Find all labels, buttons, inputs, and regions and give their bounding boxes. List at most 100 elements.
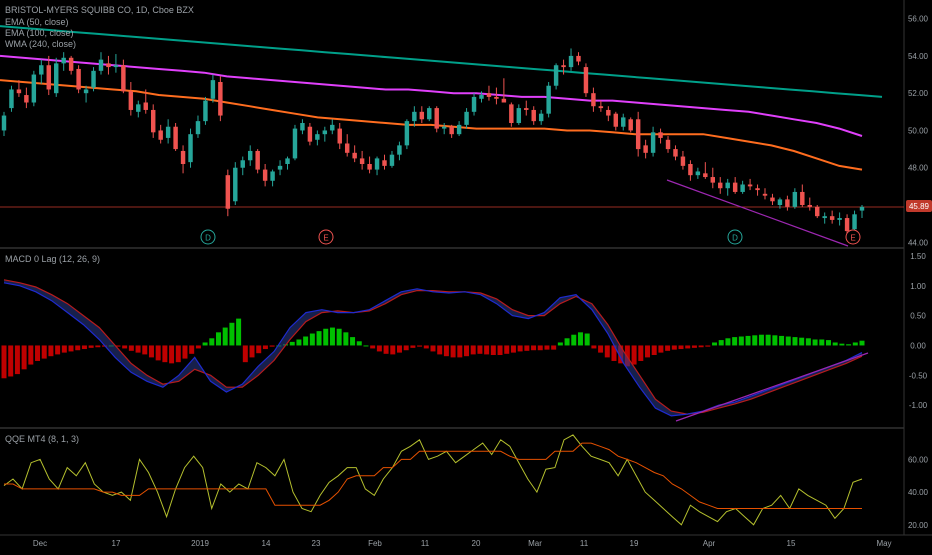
candle-body[interactable] [747, 184, 753, 187]
macd-histogram-bar[interactable] [604, 345, 610, 358]
candle-body[interactable] [412, 111, 417, 122]
macd-histogram-bar[interactable] [544, 345, 550, 350]
candle-body[interactable] [628, 119, 633, 131]
macd-histogram-bar[interactable] [631, 345, 637, 365]
macd-histogram-bar[interactable] [135, 345, 141, 353]
candle-body[interactable] [576, 55, 581, 62]
macd-histogram-bar[interactable] [792, 337, 798, 346]
macd-histogram-bar[interactable] [41, 345, 47, 359]
candle-body[interactable] [621, 117, 626, 127]
macd-histogram-bar[interactable] [148, 345, 154, 358]
candle-body[interactable] [613, 113, 619, 127]
candle-body[interactable] [449, 126, 454, 135]
macd-histogram-bar[interactable] [122, 345, 128, 349]
macd-histogram-bar[interactable] [551, 345, 557, 350]
candle-body[interactable] [136, 104, 141, 112]
candle-body[interactable] [531, 109, 536, 122]
candle-body[interactable] [479, 95, 484, 99]
candle-body[interactable] [583, 67, 589, 94]
macd-histogram-bar[interactable] [584, 333, 590, 346]
macd-histogram-bar[interactable] [303, 336, 309, 346]
macd-trendline[interactable] [675, 352, 869, 422]
candle-body[interactable] [9, 89, 14, 109]
macd-histogram-bar[interactable] [852, 342, 858, 346]
macd-histogram-bar[interactable] [410, 345, 416, 348]
candle-body[interactable] [315, 134, 320, 140]
price-trendline[interactable] [666, 179, 849, 247]
candle-body[interactable] [762, 193, 768, 196]
candle-body[interactable] [792, 191, 798, 207]
macd-histogram-bar[interactable] [651, 345, 657, 356]
macd-histogram-bar[interactable] [725, 338, 731, 346]
legend-ema50[interactable]: EMA (50, close) [5, 17, 69, 27]
macd-histogram-bar[interactable] [162, 345, 168, 363]
macd-histogram-bar[interactable] [758, 334, 764, 346]
macd-histogram-bar[interactable] [81, 345, 87, 350]
event-marker-circle[interactable] [727, 229, 743, 245]
macd-histogram-bar[interactable] [805, 338, 811, 346]
candle-body[interactable] [777, 199, 783, 205]
candle-body[interactable] [427, 108, 432, 120]
macd-histogram-bar[interactable] [242, 345, 248, 363]
candle-body[interactable] [277, 165, 283, 170]
macd-histogram-bar[interactable] [477, 345, 483, 354]
candle-body[interactable] [516, 108, 522, 123]
candle-body[interactable] [538, 113, 544, 122]
candle-body[interactable] [389, 154, 395, 166]
candle-body[interactable] [785, 199, 790, 207]
ma-line-wma240[interactable] [0, 25, 883, 98]
candle-body[interactable] [725, 182, 730, 189]
macd-histogram-bar[interactable] [155, 345, 161, 361]
candle-body[interactable] [800, 191, 805, 205]
candle-body[interactable] [695, 171, 701, 176]
candle-body[interactable] [292, 128, 298, 159]
candle-body[interactable] [98, 59, 104, 71]
qqe-slow-line[interactable] [4, 442, 862, 509]
macd-histogram-bar[interactable] [48, 345, 54, 357]
qqe-pane[interactable] [3, 434, 863, 526]
macd-histogram-bar[interactable] [745, 335, 751, 346]
macd-histogram-bar[interactable] [222, 327, 228, 346]
candle-body[interactable] [39, 65, 44, 75]
macd-histogram-bar[interactable] [323, 328, 329, 346]
candle-body[interactable] [710, 177, 716, 183]
candle-body[interactable] [770, 197, 775, 202]
candle-body[interactable] [76, 68, 81, 90]
candle-body[interactable] [829, 216, 835, 220]
macd-histogram-bar[interactable] [678, 345, 684, 350]
candle-body[interactable] [31, 74, 37, 103]
macd-histogram-bar[interactable] [14, 345, 20, 375]
macd-histogram-bar[interactable] [376, 345, 382, 352]
candle-body[interactable] [859, 206, 865, 211]
macd-histogram-bar[interactable] [846, 344, 852, 346]
candle-body[interactable] [91, 70, 96, 88]
candle-body[interactable] [635, 119, 641, 150]
macd-histogram-bar[interactable] [732, 337, 738, 346]
macd-histogram-bar[interactable] [115, 345, 121, 347]
candle-body[interactable] [509, 104, 514, 123]
macd-histogram-bar[interactable] [309, 333, 315, 346]
macd-histogram-bar[interactable] [537, 345, 543, 351]
macd-histogram-bar[interactable] [202, 342, 208, 346]
macd-histogram-bar[interactable] [403, 345, 409, 351]
candle-body[interactable] [121, 65, 126, 92]
candle-body[interactable] [218, 82, 223, 116]
macd-histogram-bar[interactable] [296, 339, 302, 346]
macd-histogram-bar[interactable] [665, 345, 671, 351]
candle-body[interactable] [434, 108, 439, 129]
candle-body[interactable] [1, 115, 7, 131]
macd-histogram-bar[interactable] [336, 328, 342, 346]
candle-body[interactable] [673, 149, 678, 157]
macd-histogram-bar[interactable] [799, 337, 805, 346]
macd-pane[interactable] [1, 279, 869, 422]
macd-histogram-bar[interactable] [524, 345, 530, 351]
macd-histogram-bar[interactable] [21, 345, 27, 370]
candle-body[interactable] [486, 93, 492, 97]
candle-body[interactable] [173, 126, 178, 150]
macd-histogram-bar[interactable] [269, 345, 275, 347]
macd-histogram-bar[interactable] [779, 335, 785, 346]
macd-histogram-bar[interactable] [182, 345, 188, 359]
macd-histogram-bar[interactable] [236, 318, 242, 346]
ma-line-ema50[interactable] [0, 79, 863, 171]
macd-histogram-bar[interactable] [765, 334, 771, 346]
